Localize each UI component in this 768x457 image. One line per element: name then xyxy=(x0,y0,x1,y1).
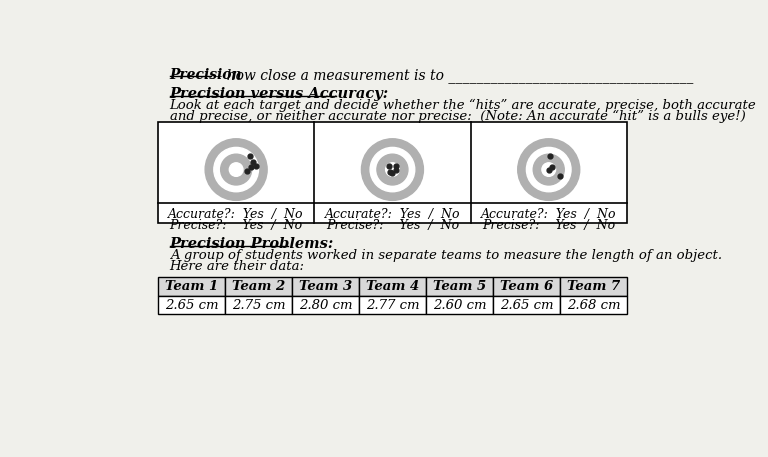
Text: 2.65 cm: 2.65 cm xyxy=(164,298,218,312)
Bar xyxy=(292,296,359,314)
Text: Precision: Precision xyxy=(170,68,242,82)
Text: Team 1: Team 1 xyxy=(165,280,218,293)
Text: 2.75 cm: 2.75 cm xyxy=(232,298,285,312)
Circle shape xyxy=(205,139,267,200)
Bar xyxy=(225,277,292,296)
Text: 2.80 cm: 2.80 cm xyxy=(299,298,353,312)
Circle shape xyxy=(377,154,408,185)
Text: Accurate?:  Yes  /  No: Accurate?: Yes / No xyxy=(168,208,304,221)
Bar xyxy=(426,296,493,314)
Circle shape xyxy=(230,163,243,176)
Text: 2.65 cm: 2.65 cm xyxy=(500,298,553,312)
Bar xyxy=(560,277,627,296)
Bar xyxy=(493,296,560,314)
Circle shape xyxy=(370,148,415,192)
Text: 2.68 cm: 2.68 cm xyxy=(567,298,621,312)
Circle shape xyxy=(518,139,580,200)
Bar xyxy=(158,296,225,314)
Text: Precise?:    Yes  /  No: Precise?: Yes / No xyxy=(170,219,303,232)
Text: Look at each target and decide whether the “hits” are accurate, precise, both ac: Look at each target and decide whether t… xyxy=(170,99,756,112)
Text: and precise, or neither accurate nor precise:  (Note: An accurate “hit” is a bul: and precise, or neither accurate nor pre… xyxy=(170,110,746,123)
Bar xyxy=(560,296,627,314)
Text: Accurate?:  Yes  /  No: Accurate?: Yes / No xyxy=(325,208,460,221)
Text: Team 7: Team 7 xyxy=(567,280,620,293)
Text: Precise?:    Yes  /  No: Precise?: Yes / No xyxy=(482,219,615,232)
Text: Team 5: Team 5 xyxy=(433,280,486,293)
Text: 2.77 cm: 2.77 cm xyxy=(366,298,419,312)
Circle shape xyxy=(214,148,259,192)
Bar xyxy=(359,296,426,314)
Text: Here are their data:: Here are their data: xyxy=(170,260,305,273)
Bar xyxy=(158,122,627,223)
Text: Precision versus Accuracy:: Precision versus Accuracy: xyxy=(170,87,389,101)
Text: Team 4: Team 4 xyxy=(366,280,419,293)
Circle shape xyxy=(542,163,555,176)
Bar xyxy=(359,277,426,296)
Text: Team 2: Team 2 xyxy=(232,280,285,293)
Circle shape xyxy=(220,154,252,185)
Text: Team 3: Team 3 xyxy=(299,280,352,293)
Circle shape xyxy=(533,154,564,185)
Bar xyxy=(426,277,493,296)
Text: Precise?:    Yes  /  No: Precise?: Yes / No xyxy=(326,219,459,232)
Bar xyxy=(158,277,225,296)
Text: Team 6: Team 6 xyxy=(500,280,553,293)
Text: – how close a measurement is to ___________________________________: – how close a measurement is to ________… xyxy=(210,68,693,83)
Circle shape xyxy=(526,148,571,192)
Text: Accurate?:  Yes  /  No: Accurate?: Yes / No xyxy=(481,208,617,221)
Text: 2.60 cm: 2.60 cm xyxy=(432,298,486,312)
Text: Precision Problems:: Precision Problems: xyxy=(170,237,334,251)
Circle shape xyxy=(362,139,423,200)
Text: A group of students worked in separate teams to measure the length of an object.: A group of students worked in separate t… xyxy=(170,249,722,262)
Bar xyxy=(225,296,292,314)
Bar xyxy=(292,277,359,296)
Circle shape xyxy=(386,163,399,176)
Bar xyxy=(493,277,560,296)
